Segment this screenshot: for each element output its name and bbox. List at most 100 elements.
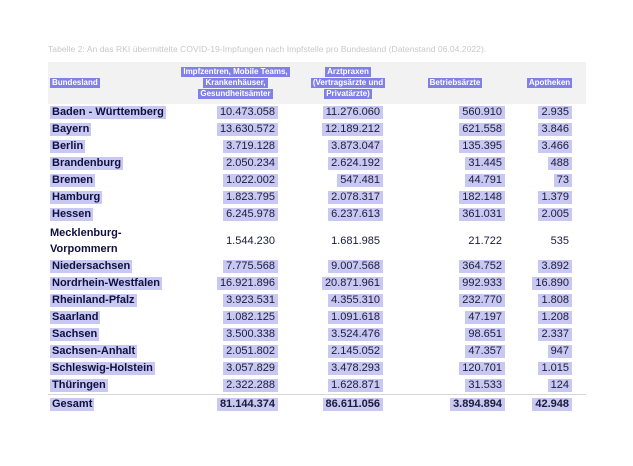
betriebsaerzte-cell: 364.752	[423, 258, 505, 275]
impfzentren-value: 2.050.234	[223, 157, 278, 170]
arztpraxen-value: 12.189.212	[321, 123, 383, 136]
total-label: Gesamt	[50, 395, 95, 413]
table-row: Niedersachsen 7.775.568 9.007.568 364.752 3.…	[48, 258, 586, 275]
header-apotheken: Apotheken	[513, 62, 586, 104]
total-apotheken-value: 42.948	[532, 397, 572, 411]
table-row: Hessen 6.245.978 6.237.613 361.031 2.005	[48, 206, 586, 223]
apotheken-cell: 3.466	[528, 138, 572, 155]
apotheken-cell: 535	[528, 223, 572, 258]
impfzentren-value: 3.057.829	[223, 362, 278, 375]
bundesland-name: Brandenburg	[50, 157, 124, 170]
total-betriebsaerzte: 3.894.894	[423, 395, 505, 413]
arztpraxen-cell: 2.145.052	[303, 343, 383, 360]
table-row: Bayern 13.630.572 12.189.212 621.558 3.846	[48, 121, 586, 138]
impfzentren-value: 13.630.572	[216, 123, 278, 136]
betriebsaerzte-value: 364.752	[459, 260, 505, 273]
bundesland-name: Berlin	[50, 140, 86, 153]
betriebsaerzte-cell: 21.722	[423, 223, 505, 258]
apotheken-cell: 947	[528, 343, 572, 360]
betriebsaerzte-value: 47.357	[465, 345, 505, 358]
impfzentren-cell: 3.057.829	[173, 360, 278, 377]
apotheken-cell: 488	[528, 155, 572, 172]
apotheken-value: 1.379	[538, 191, 572, 204]
betriebsaerzte-value: 44.791	[465, 174, 505, 187]
arztpraxen-value: 1.681.985	[331, 234, 380, 247]
apotheken-value: 3.892	[538, 260, 572, 273]
impfzentren-value: 1.544.230	[226, 234, 275, 247]
apotheken-cell: 73	[528, 172, 572, 189]
apotheken-cell: 3.846	[528, 121, 572, 138]
apotheken-value: 1.015	[538, 362, 572, 375]
bundesland-name-line: Mecklenburg-	[50, 226, 122, 239]
bundesland-cell: Baden - Württemberg	[50, 104, 166, 121]
bundesland-name: Thüringen	[50, 379, 108, 392]
arztpraxen-cell: 4.355.310	[303, 292, 383, 309]
bundesland-cell: Niedersachsen	[50, 258, 133, 275]
apotheken-value: 124	[547, 379, 572, 392]
arztpraxen-value: 4.355.310	[328, 294, 383, 307]
arztpraxen-cell: 1.681.985	[303, 223, 383, 258]
arztpraxen-value: 11.276.060	[322, 106, 383, 119]
impfzentren-cell: 16.921.896	[173, 275, 278, 292]
bundesland-cell: Nordrhein-Westfalen	[50, 275, 162, 292]
apotheken-value: 16.890	[532, 277, 572, 290]
bundesland-name: Niedersachsen	[50, 260, 133, 273]
apotheken-cell: 1.379	[528, 189, 572, 206]
betriebsaerzte-value: 31.533	[465, 379, 505, 392]
apotheken-value: 2.337	[538, 328, 572, 341]
header-betriebsaerzte: Betriebsärzte	[400, 62, 510, 104]
arztpraxen-cell: 9.007.568	[303, 258, 383, 275]
betriebsaerzte-value: 232.770	[459, 294, 505, 307]
bundesland-cell: Schleswig-Holstein	[50, 360, 155, 377]
betriebsaerzte-value: 560.910	[459, 106, 505, 119]
impfzentren-cell: 1.544.230	[173, 223, 278, 258]
header-impfzentren-line1: Impfzentren, Mobile Teams,	[181, 67, 290, 77]
betriebsaerzte-cell: 560.910	[423, 104, 505, 121]
apotheken-cell: 2.337	[528, 326, 572, 343]
impfzentren-cell: 2.322.288	[173, 377, 278, 394]
arztpraxen-cell: 1.091.618	[303, 309, 383, 326]
apotheken-cell: 1.208	[528, 309, 572, 326]
total-impfzentren: 81.144.374	[173, 395, 278, 413]
table-header: Bundesland Impfzentren, Mobile Teams, Kr…	[48, 62, 586, 104]
apotheken-value: 2.005	[538, 208, 572, 221]
table-total-row: Gesamt 81.144.374 86.611.056 3.894.894 4…	[48, 394, 586, 413]
apotheken-value: 73	[553, 174, 572, 187]
arztpraxen-cell: 11.276.060	[303, 104, 383, 121]
impfzentren-value: 16.921.896	[216, 277, 278, 290]
bundesland-name: Nordrhein-Westfalen	[50, 277, 162, 290]
apotheken-cell: 16.890	[528, 275, 572, 292]
betriebsaerzte-cell: 232.770	[423, 292, 505, 309]
apotheken-value: 1.808	[538, 294, 572, 307]
arztpraxen-value: 3.478.293	[328, 362, 383, 375]
table-row: Mecklenburg- Vorpommern 1.544.230 1.681.985…	[48, 223, 586, 258]
bundesland-name: Hessen	[50, 208, 94, 221]
arztpraxen-value: 2.145.052	[328, 345, 383, 358]
betriebsaerzte-cell: 361.031	[423, 206, 505, 223]
table-row: Sachsen-Anhalt 2.051.802 2.145.052 47.357 94…	[48, 343, 586, 360]
arztpraxen-cell: 3.524.476	[303, 326, 383, 343]
arztpraxen-value: 3.524.476	[328, 328, 383, 341]
betriebsaerzte-value: 120.701	[459, 362, 505, 375]
table-row: Rheinland-Pfalz 3.923.531 4.355.310 232.770…	[48, 292, 586, 309]
arztpraxen-cell: 2.078.317	[303, 189, 383, 206]
apotheken-cell: 1.808	[528, 292, 572, 309]
total-impfzentren-value: 81.144.374	[216, 397, 278, 411]
bundesland-name: Baden - Württemberg	[50, 106, 166, 119]
betriebsaerzte-value: 135.395	[459, 140, 505, 153]
apotheken-value: 947	[547, 345, 572, 358]
header-apotheken-label: Apotheken	[526, 78, 573, 88]
impfzentren-cell: 3.923.531	[173, 292, 278, 309]
bundesland-cell: Sachsen-Anhalt	[50, 343, 138, 360]
impfzentren-value: 1.082.125	[223, 311, 278, 324]
total-label-text: Gesamt	[50, 397, 95, 411]
table-caption: Tabelle 2: An das RKI übermittelte COVID…	[48, 44, 487, 54]
arztpraxen-cell: 3.478.293	[303, 360, 383, 377]
header-impfzentren: Impfzentren, Mobile Teams, Krankenhäuser…	[173, 62, 298, 104]
arztpraxen-value: 2.624.192	[328, 157, 383, 170]
betriebsaerzte-cell: 31.445	[423, 155, 505, 172]
apotheken-value: 2.935	[538, 106, 572, 119]
bundesland-cell: Bayern	[50, 121, 92, 138]
impfzentren-cell: 3.719.128	[173, 138, 278, 155]
impfzentren-value: 1.022.002	[223, 174, 278, 187]
